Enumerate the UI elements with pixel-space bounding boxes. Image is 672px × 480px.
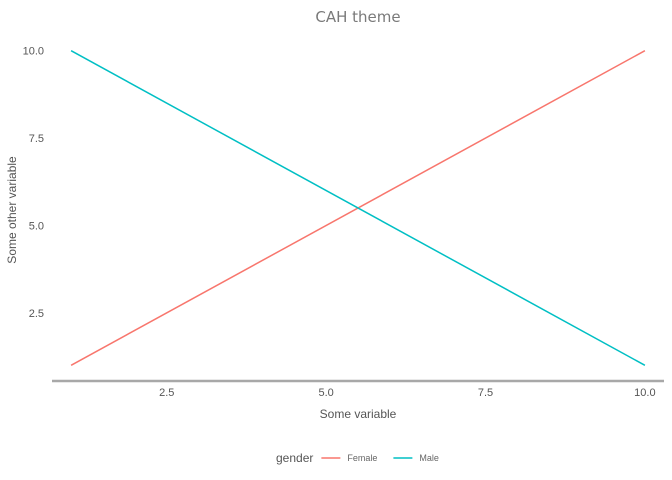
y-tick-label: 2.5 [29, 308, 44, 320]
y-tick-label: 5.0 [29, 220, 44, 232]
x-axis-ticks: 2.5 5.0 7.5 10.0 [159, 387, 655, 399]
series-lines [70, 50, 646, 366]
series-line-male [70, 50, 646, 366]
legend-label-male: Male [419, 453, 439, 463]
y-tick-label: 7.5 [29, 133, 44, 145]
y-axis-title: Some other variable [5, 156, 19, 264]
legend: gender Female Male [276, 451, 439, 465]
legend-label-female: Female [347, 453, 377, 463]
x-tick-label: 7.5 [478, 387, 493, 399]
x-tick-label: 10.0 [634, 387, 655, 399]
chart-title: CAH theme [315, 8, 400, 26]
x-tick-label: 5.0 [318, 387, 333, 399]
x-axis-title: Some variable [320, 407, 397, 421]
y-axis-ticks: 2.5 5.0 7.5 10.0 [23, 46, 44, 320]
legend-title: gender [276, 451, 313, 465]
x-tick-label: 2.5 [159, 387, 174, 399]
y-tick-label: 10.0 [23, 46, 44, 58]
